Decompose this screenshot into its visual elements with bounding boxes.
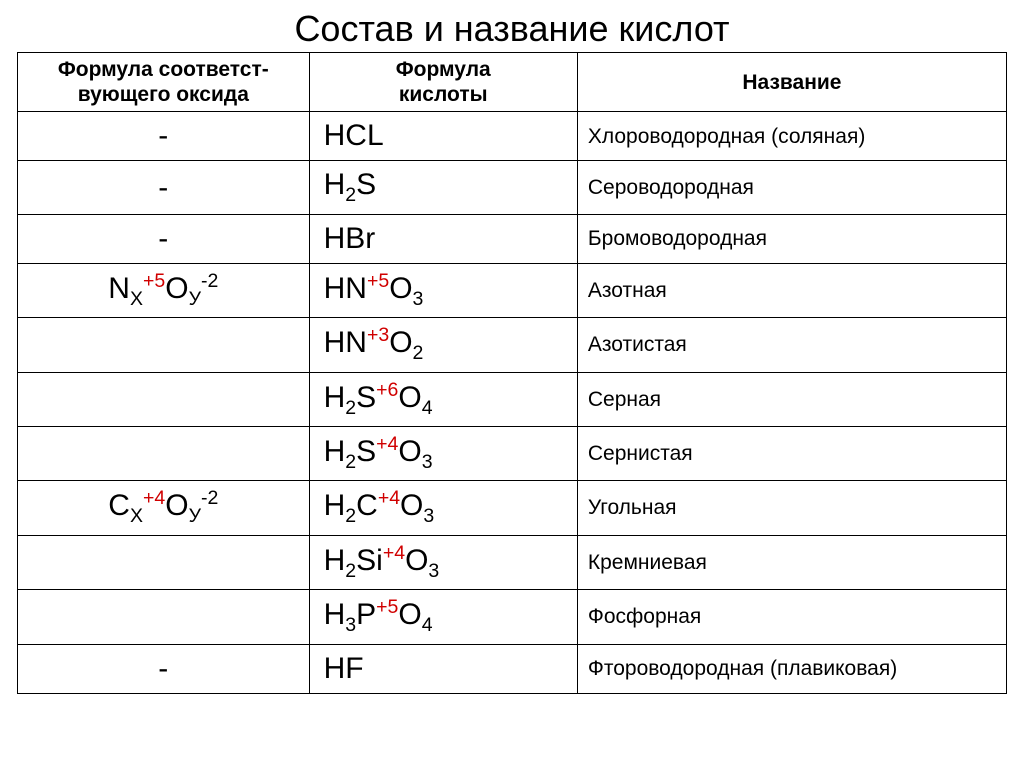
- table-row: CX+4OУ-2H2C+4O3Угольная: [18, 481, 1007, 535]
- table-row: -HBrБромоводородная: [18, 214, 1007, 263]
- acid-cell: H3P+5O4: [309, 590, 577, 644]
- name-cell: Азотистая: [577, 318, 1006, 372]
- acid-cell: HN+3O2: [309, 318, 577, 372]
- table-row: -HFФтороводородная (плавиковая): [18, 644, 1007, 693]
- acid-cell: H2Si+4O3: [309, 535, 577, 589]
- name-cell: Фосфорная: [577, 590, 1006, 644]
- name-cell: Бромоводородная: [577, 214, 1006, 263]
- table-row: NX+5OУ-2HN+5O3Азотная: [18, 263, 1007, 317]
- oxide-cell: -: [18, 644, 310, 693]
- name-cell: Хлороводородная (соляная): [577, 112, 1006, 161]
- acid-cell: H2S: [309, 161, 577, 214]
- oxide-cell: -: [18, 161, 310, 214]
- header-acid: Формулакислоты: [309, 53, 577, 112]
- table-row: H2S+6O4Серная: [18, 372, 1007, 426]
- header-name: Название: [577, 53, 1006, 112]
- oxide-cell: [18, 535, 310, 589]
- acid-cell: H2S+4O3: [309, 426, 577, 480]
- acid-cell: HN+5O3: [309, 263, 577, 317]
- name-cell: Кремниевая: [577, 535, 1006, 589]
- name-cell: Азотная: [577, 263, 1006, 317]
- oxide-cell: [18, 426, 310, 480]
- name-cell: Сероводородная: [577, 161, 1006, 214]
- name-cell: Серная: [577, 372, 1006, 426]
- acid-cell: HCL: [309, 112, 577, 161]
- table-row: H3P+5O4Фосфорная: [18, 590, 1007, 644]
- header-row: Формула соответст-вующего оксида Формула…: [18, 53, 1007, 112]
- table-row: -H2SСероводородная: [18, 161, 1007, 214]
- acid-cell: HF: [309, 644, 577, 693]
- oxide-cell: CX+4OУ-2: [18, 481, 310, 535]
- oxide-cell: -: [18, 214, 310, 263]
- page-title: Состав и название кислот: [0, 8, 1024, 50]
- header-oxide: Формула соответст-вующего оксида: [18, 53, 310, 112]
- table-row: HN+3O2Азотистая: [18, 318, 1007, 372]
- oxide-cell: [18, 318, 310, 372]
- name-cell: Угольная: [577, 481, 1006, 535]
- acid-cell: HBr: [309, 214, 577, 263]
- acids-table: Формула соответст-вующего оксида Формула…: [17, 52, 1007, 694]
- oxide-cell: [18, 372, 310, 426]
- oxide-cell: [18, 590, 310, 644]
- table-row: -HCLХлороводородная (соляная): [18, 112, 1007, 161]
- table-row: H2Si+4O3Кремниевая: [18, 535, 1007, 589]
- oxide-cell: -: [18, 112, 310, 161]
- acid-cell: H2S+6O4: [309, 372, 577, 426]
- name-cell: Сернистая: [577, 426, 1006, 480]
- table-row: H2S+4O3Сернистая: [18, 426, 1007, 480]
- acid-cell: H2C+4O3: [309, 481, 577, 535]
- name-cell: Фтороводородная (плавиковая): [577, 644, 1006, 693]
- oxide-cell: NX+5OУ-2: [18, 263, 310, 317]
